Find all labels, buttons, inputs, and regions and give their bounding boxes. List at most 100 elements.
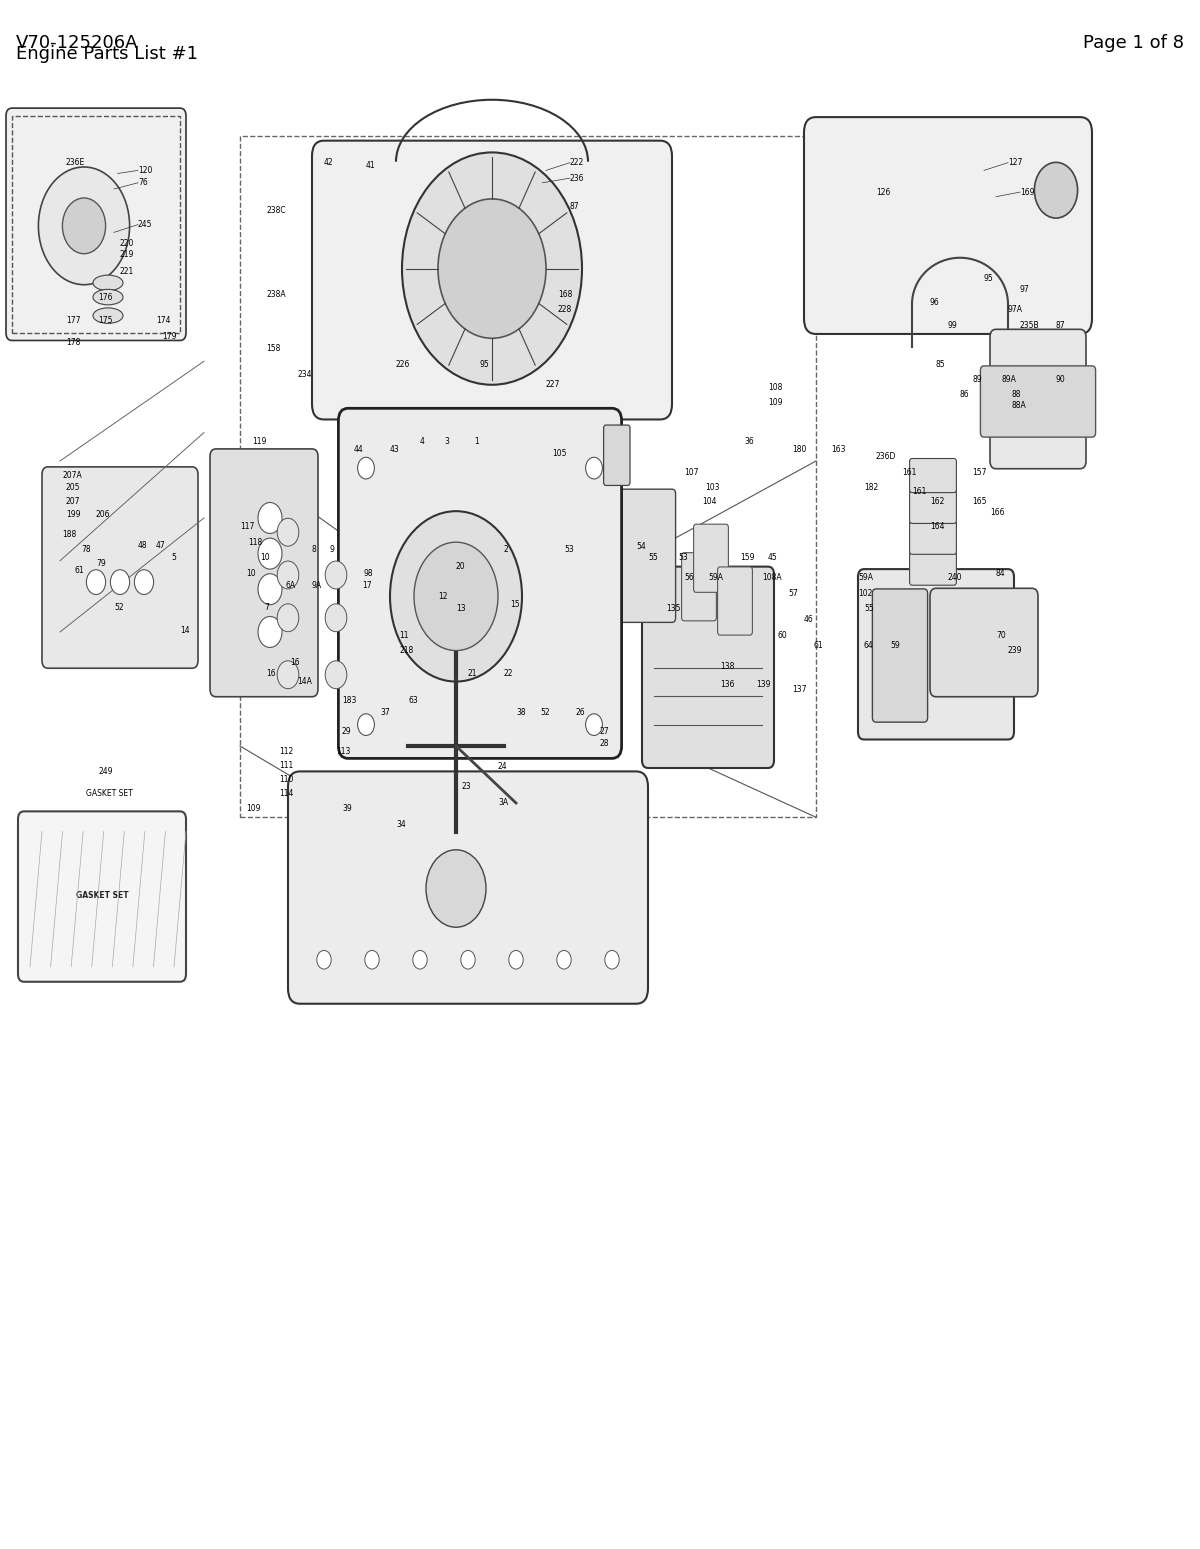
Text: 70: 70 [996,630,1006,640]
Text: 236D: 236D [876,452,896,462]
Text: 163: 163 [832,445,846,454]
Text: 61: 61 [74,565,84,575]
Text: 207: 207 [66,497,80,507]
Text: 1: 1 [474,437,479,446]
FancyBboxPatch shape [980,366,1096,437]
Circle shape [402,152,582,384]
Text: 53: 53 [564,545,574,555]
Circle shape [1034,163,1078,218]
Text: 109: 109 [246,804,260,813]
FancyBboxPatch shape [6,108,186,341]
Circle shape [586,714,602,736]
Text: 245: 245 [138,220,152,229]
Text: 221: 221 [120,266,134,276]
Text: 113: 113 [336,747,350,756]
Text: 99: 99 [948,321,958,330]
Ellipse shape [94,290,124,305]
Circle shape [325,661,347,689]
Text: 10: 10 [260,553,270,562]
Bar [240,136,816,818]
Text: 3: 3 [444,437,449,446]
Circle shape [258,538,282,568]
Text: 117: 117 [240,522,254,531]
Circle shape [258,502,282,533]
Text: GASKET SET: GASKET SET [76,891,128,900]
Text: 59A: 59A [858,573,874,582]
Circle shape [605,951,619,970]
Text: 102: 102 [858,589,872,598]
Text: 14A: 14A [298,677,312,686]
Text: 85: 85 [936,359,946,369]
Text: 17: 17 [362,581,372,590]
Text: 97A: 97A [1008,305,1022,314]
Text: 228: 228 [558,305,572,314]
Text: 4: 4 [420,437,425,446]
Circle shape [390,511,522,682]
Circle shape [509,951,523,970]
Text: 206: 206 [96,510,110,519]
Circle shape [110,570,130,595]
Text: 159: 159 [740,553,755,562]
Text: 64: 64 [864,641,874,651]
Text: Page 1 of 8: Page 1 of 8 [1084,34,1184,53]
Circle shape [358,714,374,736]
Text: 10: 10 [246,568,256,578]
Circle shape [365,951,379,970]
Text: 39: 39 [342,804,352,813]
Text: 158: 158 [266,344,281,353]
Text: 219: 219 [120,249,134,259]
Text: 26: 26 [576,708,586,717]
Text: 90: 90 [1056,375,1066,384]
FancyBboxPatch shape [288,771,648,1004]
Text: 53: 53 [678,553,688,562]
Text: 114: 114 [280,788,294,798]
Text: 177: 177 [66,316,80,325]
Text: 29: 29 [342,726,352,736]
Circle shape [277,519,299,547]
FancyBboxPatch shape [604,424,630,485]
Text: 42: 42 [324,158,334,167]
Text: 37: 37 [380,708,390,717]
Text: 79: 79 [96,559,106,568]
Text: 14: 14 [180,626,190,635]
Text: 199: 199 [66,510,80,519]
Text: 180: 180 [792,445,806,454]
Text: 60: 60 [778,630,787,640]
Text: 126: 126 [876,187,890,197]
Text: 76: 76 [138,178,148,187]
Text: 23: 23 [462,782,472,792]
Text: 59: 59 [890,641,900,651]
Text: 109: 109 [768,398,782,407]
Text: 41: 41 [366,161,376,170]
Text: 218: 218 [400,646,414,655]
Text: 108A: 108A [762,573,781,582]
FancyBboxPatch shape [312,141,672,420]
FancyBboxPatch shape [18,812,186,982]
FancyBboxPatch shape [930,589,1038,697]
Text: 239: 239 [1008,646,1022,655]
Text: 6A: 6A [286,581,295,590]
Circle shape [325,604,347,632]
FancyBboxPatch shape [682,553,716,621]
Text: 98: 98 [364,568,373,578]
Text: 110: 110 [280,774,294,784]
FancyBboxPatch shape [858,568,1014,739]
Circle shape [38,167,130,285]
Text: 183: 183 [342,696,356,705]
FancyBboxPatch shape [872,589,928,722]
Ellipse shape [94,276,124,291]
Text: 5: 5 [172,553,176,562]
Text: 95: 95 [984,274,994,283]
Text: 227: 227 [546,380,560,389]
Text: Engine Parts List #1: Engine Parts List #1 [16,45,198,64]
Text: 89: 89 [972,375,982,384]
Text: 205: 205 [66,483,80,493]
Text: 168: 168 [558,290,572,299]
Circle shape [358,457,374,479]
Text: 137: 137 [792,685,806,694]
Text: 95: 95 [480,359,490,369]
FancyBboxPatch shape [804,118,1092,335]
Text: 176: 176 [98,293,113,302]
Text: 88: 88 [1012,390,1021,400]
Text: 174: 174 [156,316,170,325]
